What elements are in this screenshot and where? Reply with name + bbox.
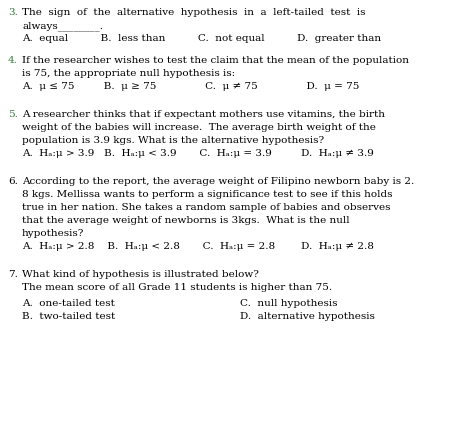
Text: If the researcher wishes to test the claim that the mean of the population: If the researcher wishes to test the cla… (22, 56, 409, 65)
Text: is 75, the appropriate null hypothesis is:: is 75, the appropriate null hypothesis i… (22, 69, 235, 78)
Text: hypothesis?: hypothesis? (22, 229, 84, 238)
Text: 7.: 7. (8, 270, 18, 279)
Text: What kind of hypothesis is illustrated below?: What kind of hypothesis is illustrated b… (22, 270, 259, 279)
Text: A.  equal          B.  less than          C.  not equal          D.  greater tha: A. equal B. less than C. not equal D. gr… (22, 34, 381, 43)
Text: The  sign  of  the  alternative  hypothesis  in  a  left-tailed  test  is: The sign of the alternative hypothesis i… (22, 8, 366, 17)
Text: The mean score of all Grade 11 students is higher than 75.: The mean score of all Grade 11 students … (22, 283, 332, 292)
Text: 8 kgs. Mellissa wants to perform a significance test to see if this holds: 8 kgs. Mellissa wants to perform a signi… (22, 190, 393, 199)
Text: 5.: 5. (8, 110, 18, 119)
Text: that the average weight of newborns is 3kgs.  What is the null: that the average weight of newborns is 3… (22, 216, 350, 225)
Text: weight of the babies will increase.  The average birth weight of the: weight of the babies will increase. The … (22, 123, 376, 132)
Text: According to the report, the average weight of Filipino newborn baby is 2.: According to the report, the average wei… (22, 177, 414, 186)
Text: A.  one-tailed test: A. one-tailed test (22, 299, 115, 308)
Text: true in her nation. She takes a random sample of babies and observes: true in her nation. She takes a random s… (22, 203, 391, 212)
Text: 6.: 6. (8, 177, 18, 186)
Text: A.  Hₐ:μ > 3.9   B.  Hₐ:μ < 3.9       C.  Hₐ:μ = 3.9         D.  Hₐ:μ ≠ 3.9: A. Hₐ:μ > 3.9 B. Hₐ:μ < 3.9 C. Hₐ:μ = 3.… (22, 149, 374, 158)
Text: D.  alternative hypothesis: D. alternative hypothesis (240, 312, 375, 321)
Text: A.  Hₐ:μ > 2.8    B.  Hₐ:μ < 2.8       C.  Hₐ:μ = 2.8        D.  Hₐ:μ ≠ 2.8: A. Hₐ:μ > 2.8 B. Hₐ:μ < 2.8 C. Hₐ:μ = 2.… (22, 242, 374, 251)
Text: 3.: 3. (8, 8, 18, 17)
Text: A.  μ ≤ 75         B.  μ ≥ 75               C.  μ ≠ 75               D.  μ = 75: A. μ ≤ 75 B. μ ≥ 75 C. μ ≠ 75 D. μ = 75 (22, 82, 359, 91)
Text: 4.: 4. (8, 56, 18, 65)
Text: population is 3.9 kgs. What is the alternative hypothesis?: population is 3.9 kgs. What is the alter… (22, 136, 324, 145)
Text: B.  two-tailed test: B. two-tailed test (22, 312, 115, 321)
Text: C.  null hypothesis: C. null hypothesis (240, 299, 338, 308)
Text: A researcher thinks that if expectant mothers use vitamins, the birth: A researcher thinks that if expectant mo… (22, 110, 385, 119)
Text: always________.: always________. (22, 21, 103, 31)
